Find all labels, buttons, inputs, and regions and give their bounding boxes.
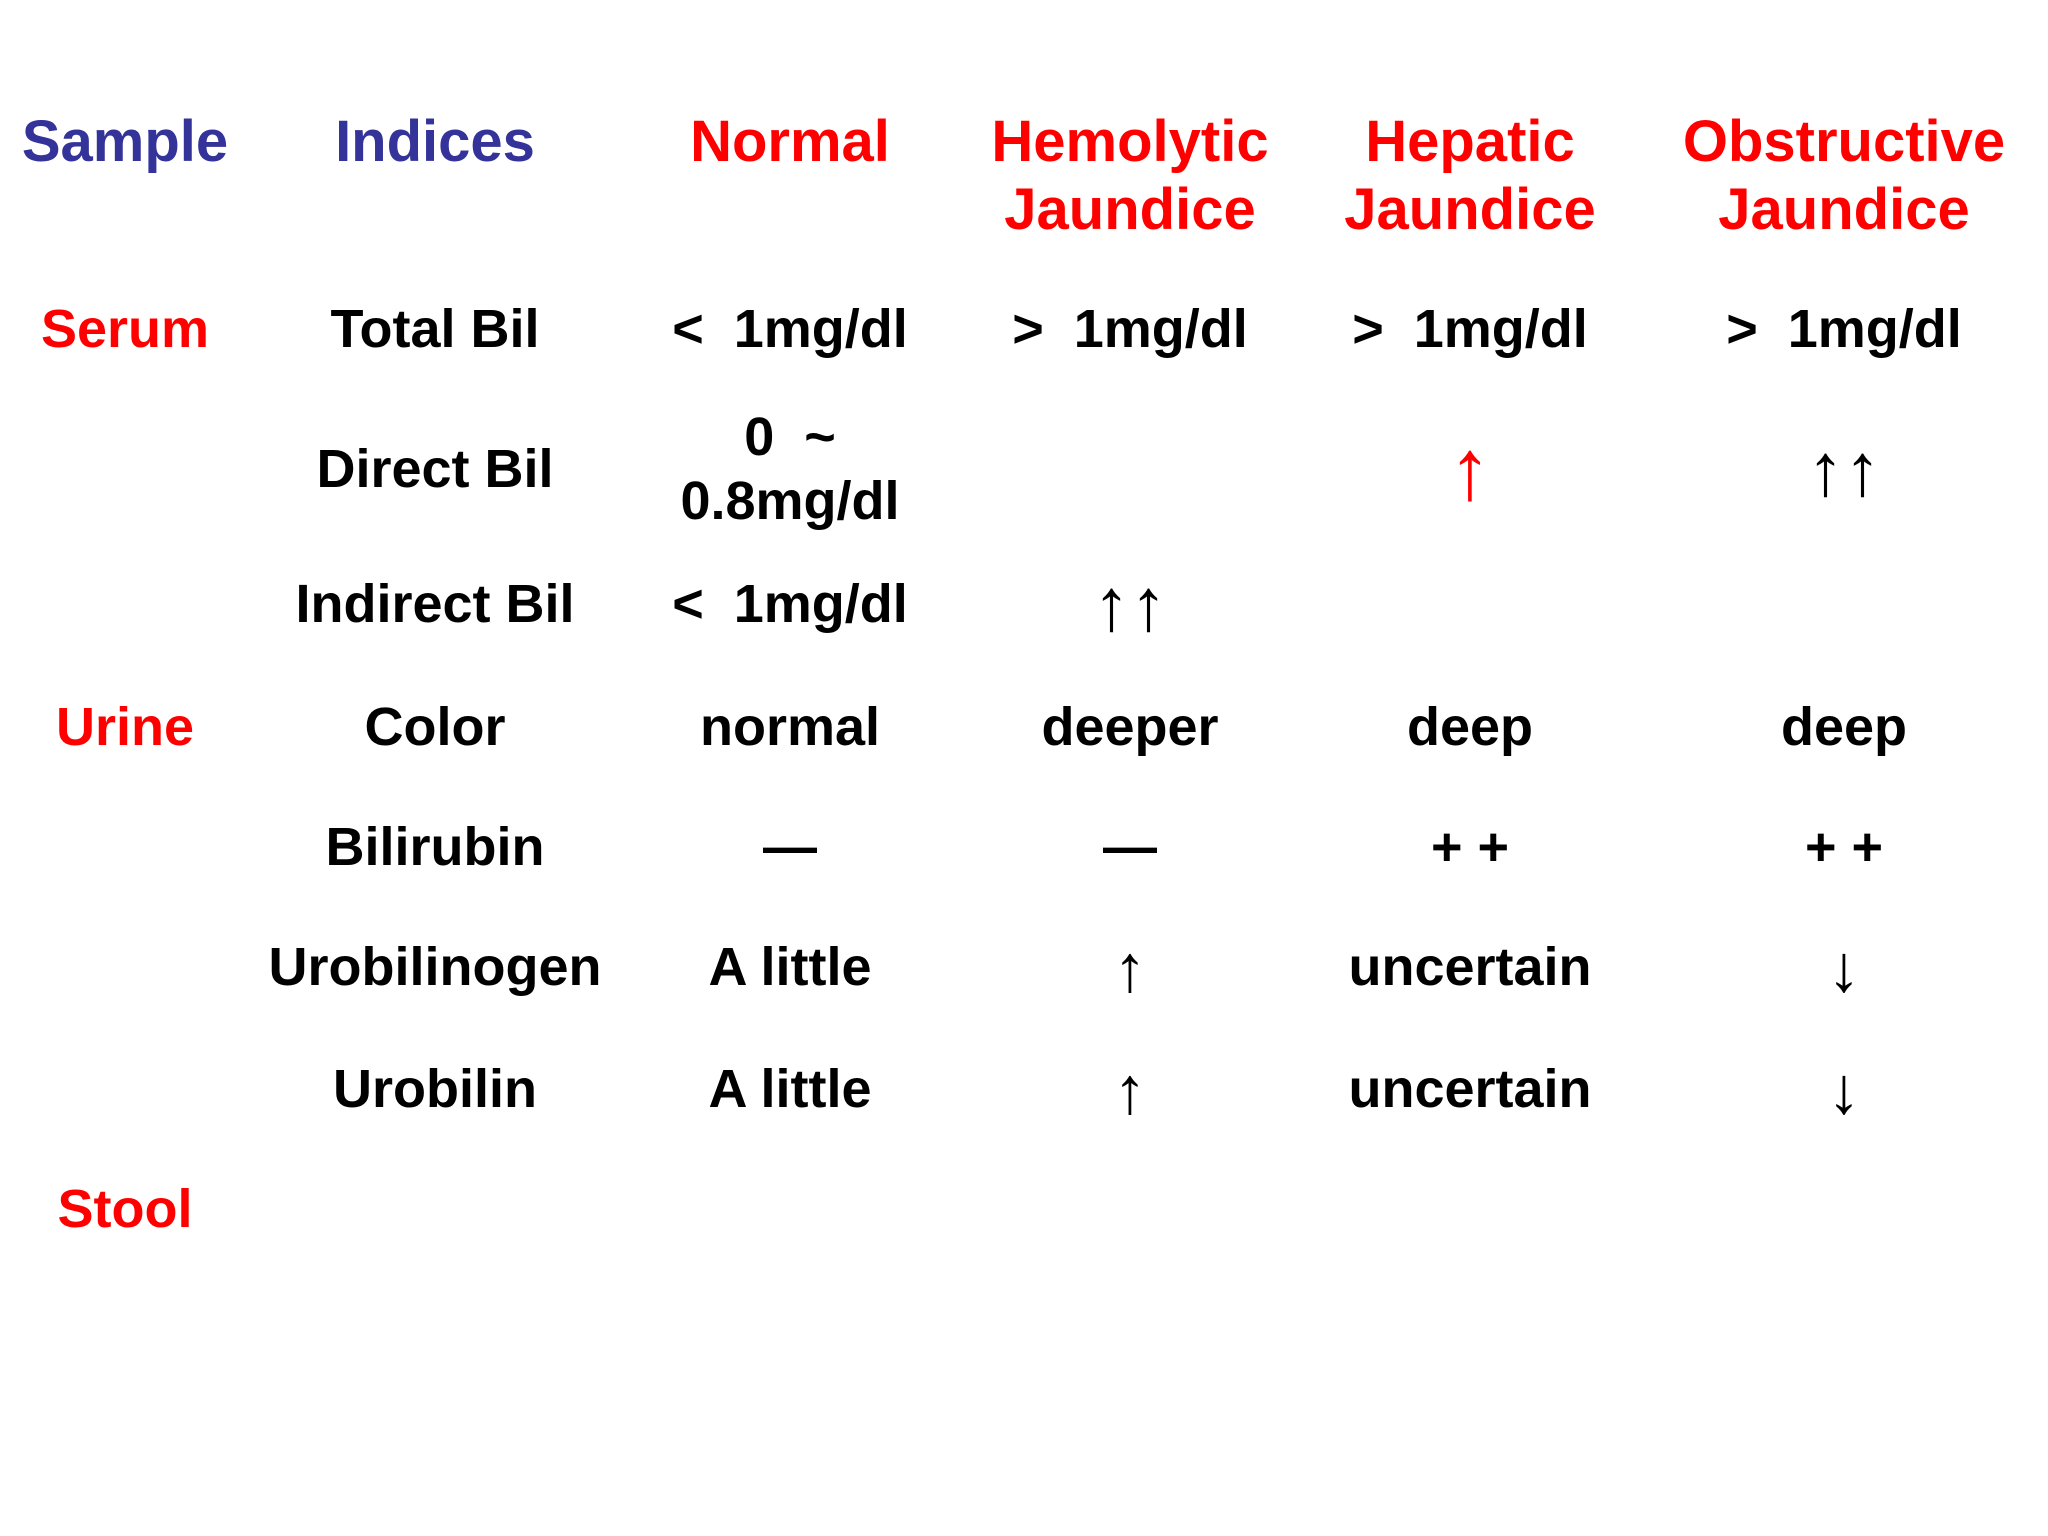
header-indices: Indices bbox=[335, 109, 535, 174]
index-label-indirect-bil: Indirect Bil bbox=[295, 574, 575, 635]
jaundice-table: Sample Indices Normal Hemolytic Jaundice… bbox=[0, 90, 2048, 1270]
direct-bil-normal-line2: 0.8mg/dl bbox=[680, 471, 900, 531]
bilirubin-normal-value: — bbox=[763, 816, 817, 877]
header-hepatic-line1: Hepatic bbox=[1365, 109, 1575, 174]
sample-spacer bbox=[0, 790, 250, 905]
header-hemolytic-line1: Hemolytic bbox=[991, 109, 1269, 174]
direct-bil-hemolytic-value bbox=[960, 395, 1300, 545]
sample-spacer bbox=[0, 395, 250, 545]
stool-hepatic-empty bbox=[1300, 1150, 1640, 1270]
sample-label-serum: Serum bbox=[40, 299, 210, 360]
urobilinogen-obstructive-down-arrow-icon: ↓ bbox=[1827, 930, 1861, 1005]
sample-label-stool: Stool bbox=[57, 1179, 193, 1240]
stool-hemolytic-empty bbox=[960, 1150, 1300, 1270]
index-label-total-bil: Total Bil bbox=[330, 299, 540, 360]
indirect-bil-hepatic-value bbox=[1300, 545, 1640, 665]
index-label-color: Color bbox=[364, 696, 506, 757]
total-bil-hepatic-value: > 1mg/dl bbox=[1352, 299, 1588, 360]
header-hepatic-jaundice: Hepatic Jaundice bbox=[1300, 90, 1640, 265]
header-obstructive-line2: Jaundice bbox=[1718, 177, 1970, 243]
bilirubin-hepatic-value: + + bbox=[1430, 816, 1510, 877]
color-hepatic-value: deep bbox=[1406, 696, 1534, 757]
sample-spacer bbox=[0, 545, 250, 665]
urobilin-hepatic-value: uncertain bbox=[1348, 1059, 1592, 1120]
color-obstructive-value: deep bbox=[1780, 696, 1908, 757]
header-obstructive-line1: Obstructive bbox=[1682, 109, 2006, 174]
direct-bil-normal-value: 0 ~ 0.8mg/dl bbox=[620, 395, 960, 545]
bilirubin-hemolytic-value: — bbox=[1103, 816, 1157, 877]
total-bil-normal-value: < 1mg/dl bbox=[672, 299, 908, 360]
indirect-bil-normal-value: < 1mg/dl bbox=[672, 574, 908, 635]
bilirubin-obstructive-value: + + bbox=[1804, 816, 1884, 877]
stool-index-empty bbox=[250, 1150, 620, 1270]
header-hemolytic-jaundice: Hemolytic Jaundice bbox=[960, 90, 1300, 265]
indirect-bil-hemolytic-double-up-arrow-icon: ↑↑ bbox=[1093, 563, 1167, 646]
sample-spacer bbox=[0, 905, 250, 1030]
stool-obstructive-empty bbox=[1640, 1150, 2048, 1270]
urobilin-obstructive-down-arrow-icon: ↓ bbox=[1827, 1053, 1861, 1127]
color-hemolytic-value: deeper bbox=[1041, 696, 1219, 757]
index-label-direct-bil: Direct Bil bbox=[316, 439, 554, 500]
urobilinogen-normal-value: A little bbox=[708, 936, 872, 997]
urobilin-hemolytic-up-arrow-icon: ↑ bbox=[1113, 1053, 1147, 1127]
urobilinogen-hemolytic-up-arrow-icon: ↑ bbox=[1113, 930, 1147, 1005]
indirect-bil-obstructive-value bbox=[1640, 545, 2048, 665]
direct-bil-hepatic-up-arrow-icon: ↑ bbox=[1448, 422, 1492, 518]
header-hepatic-line2: Jaundice bbox=[1344, 177, 1596, 243]
direct-bil-obstructive-double-up-arrow-icon: ↑↑ bbox=[1807, 428, 1881, 511]
header-obstructive-jaundice: Obstructive Jaundice bbox=[1640, 90, 2048, 265]
direct-bil-normal-line1: 0 ~ bbox=[744, 407, 836, 468]
total-bil-hemolytic-value: > 1mg/dl bbox=[1012, 299, 1248, 360]
color-normal-value: normal bbox=[699, 696, 881, 757]
header-hemolytic-line2: Jaundice bbox=[1004, 177, 1256, 243]
index-label-bilirubin: Bilirubin bbox=[325, 816, 545, 877]
index-label-urobilinogen: Urobilinogen bbox=[268, 936, 602, 997]
sample-spacer bbox=[0, 1030, 250, 1150]
urobilin-normal-value: A little bbox=[708, 1059, 872, 1120]
sample-label-urine: Urine bbox=[55, 696, 195, 757]
header-sample: Sample bbox=[21, 109, 229, 174]
header-normal: Normal bbox=[690, 109, 890, 174]
stool-normal-empty bbox=[620, 1150, 960, 1270]
urobilinogen-hepatic-value: uncertain bbox=[1348, 936, 1592, 997]
total-bil-obstructive-value: > 1mg/dl bbox=[1726, 299, 1962, 360]
index-label-urobilin: Urobilin bbox=[333, 1059, 537, 1120]
